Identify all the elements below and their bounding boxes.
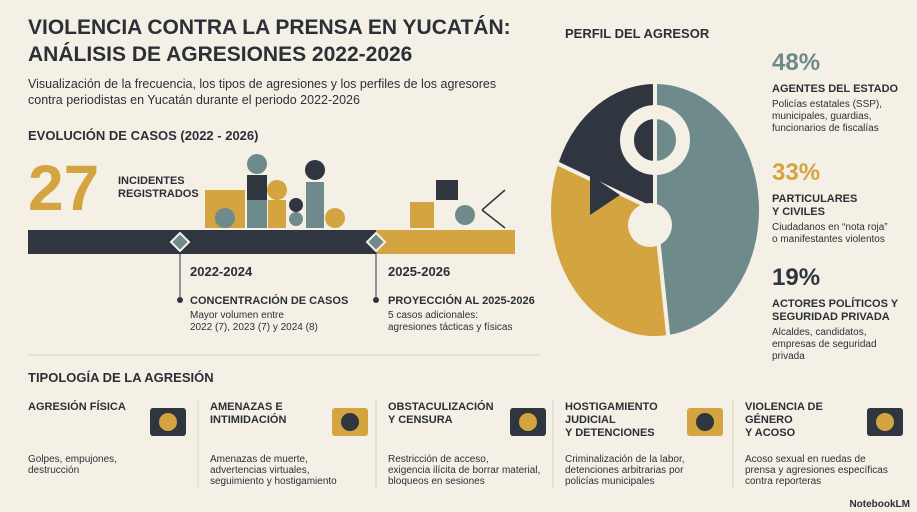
footer: NotebookLM: [849, 499, 910, 510]
section-heading: TIPOLOGÍA DE LA AGRESIÓN: [28, 370, 214, 385]
segment-name: PARTICULARES: [772, 193, 857, 205]
type-desc: Golpes, empujones,: [28, 454, 117, 465]
value-label: 19%: [772, 264, 820, 291]
type-desc: exigencia ilícita de borrar material,: [388, 465, 540, 476]
segment-name: ACTORES POLÍTICOS Y: [772, 297, 899, 310]
type-title: OBSTACULIZACIÓN: [388, 400, 494, 413]
section-heading: EVOLUCIÓN DE CASOS (2022 - 2026): [28, 128, 258, 143]
segment-name: Y CIVILES: [772, 206, 825, 218]
value-label: 48%: [772, 49, 820, 76]
segment-desc: municipales, guardias,: [772, 111, 872, 122]
period-text: 2022 (7), 2023 (7) y 2024 (8): [190, 322, 318, 333]
type-title: INTIMIDACIÓN: [210, 413, 286, 426]
type-desc: Amenazas de muerte,: [210, 454, 308, 465]
type-title: AMENAZAS E: [210, 401, 283, 413]
type-desc: bloqueos en sesiones: [388, 476, 485, 487]
type-desc: Restricción de acceso,: [388, 454, 489, 465]
period-range: 2025-2026: [388, 264, 450, 279]
segment-name: AGENTES DEL ESTADO: [772, 83, 899, 95]
type-desc: seguimiento y hostigamiento: [210, 476, 337, 487]
period-heading: CONCENTRACIÓN DE CASOS: [190, 294, 348, 307]
type-desc: policías municipales: [565, 476, 655, 487]
period-text: Mayor volumen entre: [190, 310, 284, 321]
segment-desc: o manifestantes violentos: [772, 234, 885, 245]
title: VIOLENCIA CONTRA LA PRENSA EN YUCATÁN:: [28, 16, 511, 39]
pie-slice: [553, 79, 657, 214]
total-label: INCIDENTES: [118, 175, 185, 187]
type-desc: Criminalización de la labor,: [565, 454, 685, 465]
type-title: AGRESIÓN FÍSICA: [28, 400, 126, 413]
type-title: Y DETENCIONES: [565, 427, 655, 439]
type-title: GÉNERO: [745, 413, 793, 426]
type-desc: advertencias virtuales,: [210, 465, 310, 476]
type-desc: contra reporteras: [745, 476, 821, 487]
type-title: HOSTIGAMIENTO: [565, 401, 658, 413]
subtitle: contra periodistas en Yucatán durante el…: [28, 93, 360, 107]
type-title: JUDICIAL: [565, 414, 616, 426]
icon: [519, 413, 537, 431]
decor: [590, 175, 620, 215]
type-title: Y CENSURA: [388, 414, 453, 426]
subtitle: Visualización de la frecuencia, los tipo…: [28, 77, 496, 91]
icon: [696, 413, 714, 431]
title: ANÁLISIS DE AGRESIONES 2022-2026: [28, 43, 412, 66]
total: 27: [28, 152, 99, 224]
segment-desc: Policías estatales (SSP),: [772, 99, 882, 110]
decor: [628, 203, 672, 247]
timeline-decor: [28, 154, 540, 356]
segment-desc: privada: [772, 351, 805, 362]
section-heading: PERFIL DEL AGRESOR: [565, 26, 710, 41]
segment-desc: empresas de seguridad: [772, 339, 877, 350]
decor: [620, 105, 690, 175]
type-desc: prensa y agresiones específicas: [745, 465, 888, 476]
segment-desc: funcionarios de fiscalías: [772, 123, 879, 134]
type-desc: destrucción: [28, 465, 79, 476]
period-heading: PROYECCIÓN AL 2025-2026: [388, 294, 535, 307]
value-label: 33%: [772, 159, 820, 186]
type-title: VIOLENCIA DE: [745, 401, 823, 413]
segment-desc: Alcaldes, candidatos,: [772, 327, 867, 338]
total-label: REGISTRADOS: [118, 188, 199, 200]
icon: [159, 413, 177, 431]
segment-name: SEGURIDAD PRIVADA: [772, 311, 890, 323]
period-range: 2022-2024: [190, 264, 253, 279]
type-desc: detenciones arbitrarias por: [565, 465, 684, 476]
type-desc: Acoso sexual en ruedas de: [745, 454, 866, 465]
type-title: Y ACOSO: [745, 427, 796, 439]
period-text: agresiones tácticas y físicas: [388, 322, 513, 333]
icon: [876, 413, 894, 431]
period-text: 5 casos adicionales:: [388, 310, 478, 321]
segment-desc: Ciudadanos en “nota roja”: [772, 222, 888, 233]
icon: [341, 413, 359, 431]
